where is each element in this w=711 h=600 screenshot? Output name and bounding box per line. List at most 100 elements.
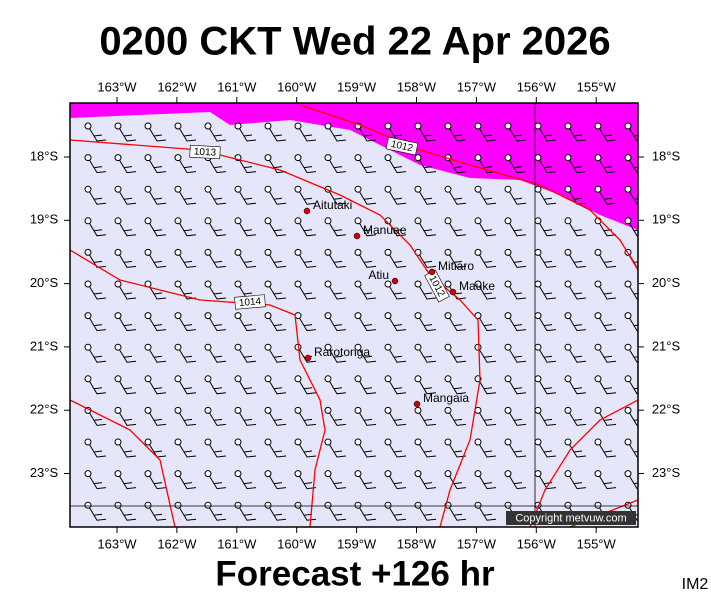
station (534, 185, 542, 193)
station (474, 185, 482, 193)
copyright: Copyright metvuw.com (515, 512, 626, 524)
station (265, 534, 271, 540)
station (534, 438, 542, 446)
station (114, 248, 122, 256)
wind-barb (507, 315, 527, 332)
station (144, 217, 152, 225)
wind-barb (417, 346, 437, 363)
wind-barb (207, 473, 227, 490)
wind-barb (207, 410, 227, 426)
station (504, 122, 512, 130)
wind-barb (357, 188, 377, 205)
wind-barb (267, 346, 287, 363)
label-box (234, 294, 266, 310)
station (414, 280, 422, 288)
wind-barb (117, 252, 137, 268)
wind-barb (567, 220, 587, 237)
wind-barb (177, 188, 197, 205)
station (234, 343, 242, 351)
station (384, 406, 392, 414)
station (384, 470, 392, 478)
place-dot (303, 207, 311, 215)
wind-barb (177, 252, 197, 268)
station (204, 438, 212, 446)
wind-barb (567, 473, 587, 490)
station (264, 470, 272, 478)
wind-barb (267, 220, 287, 237)
station (354, 343, 362, 351)
wind-barb (507, 378, 527, 395)
station (114, 375, 122, 383)
station (354, 406, 362, 414)
wind-barb (87, 378, 107, 395)
lon-label: 158°W (397, 79, 437, 94)
station (624, 343, 632, 351)
wind-barb (357, 346, 377, 363)
wind-barb (237, 220, 257, 237)
wind-barb (177, 441, 197, 458)
wind-barb (417, 283, 437, 300)
station (234, 438, 242, 446)
wind-barb (267, 378, 287, 395)
station (264, 438, 272, 446)
station (474, 280, 482, 288)
station (534, 122, 542, 130)
place-name: Aitutaki (313, 198, 352, 212)
station (624, 406, 632, 414)
station (264, 122, 272, 130)
wind-barb (357, 220, 377, 237)
wind-barb (117, 157, 137, 174)
isobar-value: 1012 (390, 139, 414, 154)
lat-label: 20°S (652, 275, 681, 290)
wind-barb (147, 220, 167, 237)
wind-barb (177, 346, 197, 363)
station (625, 534, 631, 540)
wind-barbs (84, 122, 638, 540)
wind-barb (537, 188, 557, 205)
lon-label: 163°W (97, 536, 137, 551)
station (144, 375, 152, 383)
wind-barb (387, 157, 407, 174)
station (564, 122, 572, 130)
station (594, 406, 602, 414)
wind-barb (87, 188, 107, 205)
lon-label: 159°W (337, 536, 377, 551)
wind-barb (567, 252, 587, 268)
wind-barb (387, 441, 407, 458)
wind-barb (207, 125, 227, 142)
wind-barb (177, 315, 197, 332)
wind-barb (117, 441, 137, 458)
station (504, 154, 512, 162)
station (505, 534, 511, 540)
wind-barb (567, 283, 587, 300)
wind-barb (147, 378, 167, 395)
station (444, 406, 452, 414)
station (114, 501, 122, 509)
wind-barb (117, 283, 137, 300)
station (414, 438, 422, 446)
wind-barb (417, 410, 437, 426)
wind-barb (87, 220, 107, 237)
wind-barb (147, 346, 167, 363)
wind-barb (357, 504, 377, 521)
wind-barb (597, 315, 617, 332)
isobar (70, 399, 176, 527)
station (84, 501, 92, 509)
station (294, 154, 302, 162)
lat-label: 23°S (30, 465, 59, 480)
station (144, 343, 152, 351)
wind-barb (117, 346, 137, 363)
station (145, 534, 151, 540)
station (384, 248, 392, 256)
station (414, 217, 422, 225)
wind-barb (627, 283, 638, 300)
wind-barb (417, 473, 437, 490)
station (534, 312, 542, 320)
station (534, 470, 542, 478)
station (234, 375, 242, 383)
title: 0200 CKT Wed 22 Apr 2026 (99, 20, 610, 64)
places: Aitutaki Manuae Atiu Mitiaro Mauke Rarotonga M… (303, 198, 495, 408)
lon-label: 163°W (97, 79, 137, 94)
wind-barb (447, 125, 467, 142)
lat-label: 22°S (30, 402, 59, 417)
